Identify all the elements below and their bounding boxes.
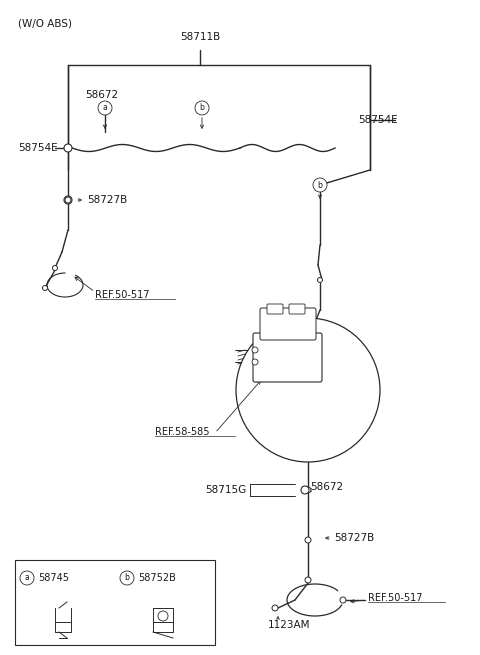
Text: a: a [103,103,108,113]
Circle shape [305,577,311,583]
Text: 58727B: 58727B [87,195,127,205]
Circle shape [98,101,112,115]
Text: 58672: 58672 [310,482,343,492]
Text: b: b [318,181,323,189]
Circle shape [43,286,48,291]
Text: 58711B: 58711B [180,32,220,42]
Circle shape [317,278,323,282]
Text: b: b [200,103,204,113]
Circle shape [52,265,58,271]
Text: 58745: 58745 [38,573,69,583]
Circle shape [301,486,309,494]
Circle shape [305,487,311,493]
Circle shape [64,144,72,152]
Circle shape [252,347,258,353]
Text: 58754E: 58754E [18,143,58,153]
Circle shape [158,611,168,621]
Circle shape [64,196,72,204]
Circle shape [252,359,258,365]
Circle shape [313,178,327,192]
Circle shape [340,597,346,603]
Text: REF.50-517: REF.50-517 [368,593,422,603]
Text: 58672: 58672 [85,90,118,100]
Circle shape [236,318,380,462]
Circle shape [20,571,34,585]
Text: 58752B: 58752B [138,573,176,583]
Circle shape [272,605,278,611]
Text: REF.50-517: REF.50-517 [95,290,149,300]
Circle shape [120,571,134,585]
FancyBboxPatch shape [253,333,322,382]
Circle shape [195,101,209,115]
Bar [15,560,215,645]
Text: 1123AM: 1123AM [268,620,311,630]
Circle shape [65,197,71,203]
Text: (W/O ABS): (W/O ABS) [18,18,72,28]
FancyBboxPatch shape [267,304,283,314]
Text: 58727B: 58727B [334,533,374,543]
Circle shape [305,537,311,543]
Text: 58754E: 58754E [358,115,397,125]
Text: a: a [24,574,29,582]
Text: 58715G: 58715G [205,485,246,495]
Text: b: b [125,574,130,582]
Text: REF.58-585: REF.58-585 [155,427,209,437]
FancyBboxPatch shape [260,308,316,340]
FancyBboxPatch shape [289,304,305,314]
